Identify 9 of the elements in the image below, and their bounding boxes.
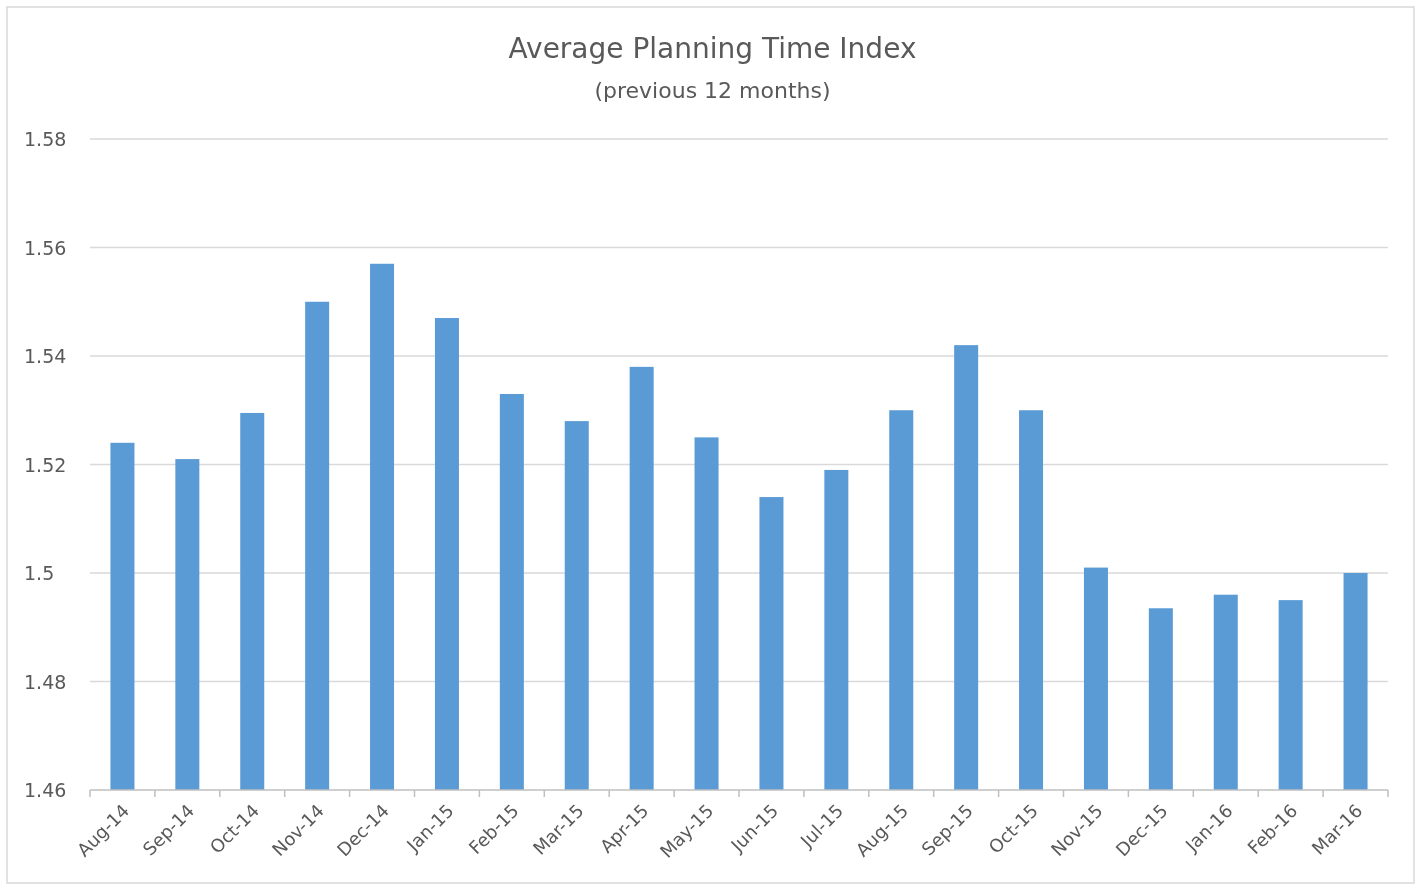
chart-title: Average Planning Time Index	[508, 32, 917, 65]
y-tick-label: 1.5	[24, 562, 55, 584]
y-tick-label: 1.54	[24, 345, 67, 367]
y-tick-label: 1.56	[24, 236, 67, 259]
y-tick-label: 1.48	[24, 670, 67, 693]
y-tick-label: 1.46	[24, 779, 67, 801]
y-tick-label: 1.52	[24, 453, 67, 476]
chart-subtitle: (previous 12 months)	[594, 78, 831, 103]
y-tick-label: 1.58	[24, 128, 67, 150]
